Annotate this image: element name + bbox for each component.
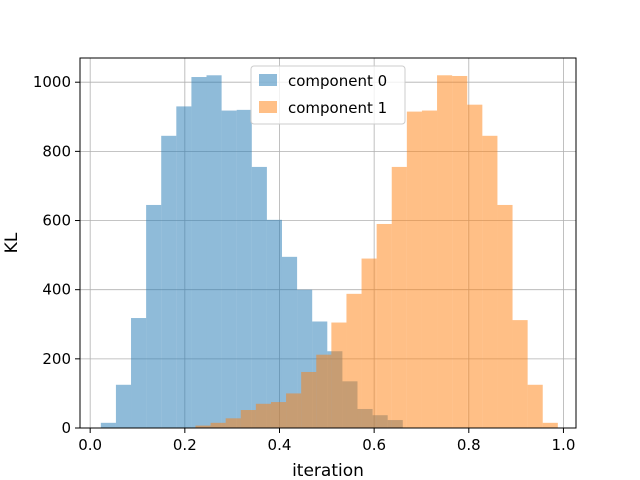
y-tick-label-2: 400 — [42, 281, 71, 299]
bar-component-0-11 — [266, 219, 282, 428]
y-axis-label: KL — [2, 232, 22, 253]
legend-box — [250, 65, 406, 125]
bar-component-1-1 — [210, 422, 226, 428]
legend-swatch-component-1 — [259, 101, 277, 113]
bar-component-1-4 — [255, 403, 271, 428]
bar-component-1-21 — [512, 320, 528, 428]
bar-component-0-2 — [131, 318, 147, 428]
bar-component-0-12 — [281, 256, 298, 428]
legend-swatch-component-0 — [259, 74, 277, 86]
x-axis-label: iteration — [292, 461, 364, 480]
bars — [100, 75, 558, 429]
legend-label-component-0: component 0 — [288, 72, 387, 90]
bar-component-1-6 — [286, 393, 302, 428]
x-tick-label-1: 0.2 — [173, 436, 197, 454]
x-tick-label-4: 0.8 — [457, 436, 481, 454]
bar-component-1-3 — [240, 410, 256, 428]
bar-component-1-23 — [542, 422, 558, 428]
bar-component-1-22 — [527, 384, 543, 428]
bar-component-1-7 — [301, 371, 317, 428]
bar-component-1-16 — [437, 75, 453, 428]
x-tick-label-5: 1.0 — [552, 436, 576, 454]
y-tick-label-4: 800 — [42, 142, 71, 160]
y-tick-label-5: 1000 — [33, 73, 71, 91]
bar-component-1-18 — [467, 104, 483, 428]
y-tick-label-0: 0 — [61, 419, 71, 437]
plot-border — [79, 57, 577, 429]
y-tick-label-3: 600 — [42, 212, 71, 230]
bar-component-1-13 — [391, 166, 407, 428]
bar-component-1-19 — [482, 135, 498, 428]
y-tick-label-1: 200 — [42, 350, 71, 368]
bar-component-1-5 — [270, 402, 287, 428]
bar-component-0-7 — [206, 75, 222, 428]
bar-component-1-15 — [421, 110, 438, 429]
bar-component-1-12 — [376, 223, 392, 428]
bar-component-1-14 — [406, 111, 422, 428]
bar-component-1-20 — [497, 204, 513, 428]
legend-label-component-1: component 1 — [288, 99, 387, 117]
x-tick-label-3: 0.6 — [362, 436, 386, 454]
bar-component-0-8 — [221, 110, 237, 429]
bar-component-1-0 — [195, 425, 211, 428]
bar-component-1-10 — [346, 293, 362, 428]
ticks: 0.0 0.2 0.4 0.6 0.8 1.0 0 200 400 600 800 1000 — [33, 73, 576, 454]
x-tick-label-2: 0.4 — [268, 436, 292, 454]
bar-component-0-6 — [191, 77, 207, 429]
bar-component-1-9 — [331, 322, 347, 428]
bar-component-1-17 — [452, 75, 468, 428]
legend: component 0 component 1 — [250, 65, 406, 125]
bar-component-0-0 — [100, 422, 116, 428]
bar-component-1-11 — [361, 258, 377, 428]
x-tick-label-0: 0.0 — [78, 436, 102, 454]
bar-component-1-2 — [225, 418, 241, 428]
bar-component-1-8 — [316, 354, 332, 428]
bar-component-0-1 — [115, 384, 132, 428]
bar-component-0-3 — [146, 204, 162, 428]
bar-component-0-4 — [161, 135, 177, 428]
bar-component-0-10 — [251, 166, 267, 428]
bar-component-0-5 — [176, 106, 192, 428]
axes-frame — [79, 57, 577, 429]
bar-component-0-9 — [236, 109, 252, 429]
